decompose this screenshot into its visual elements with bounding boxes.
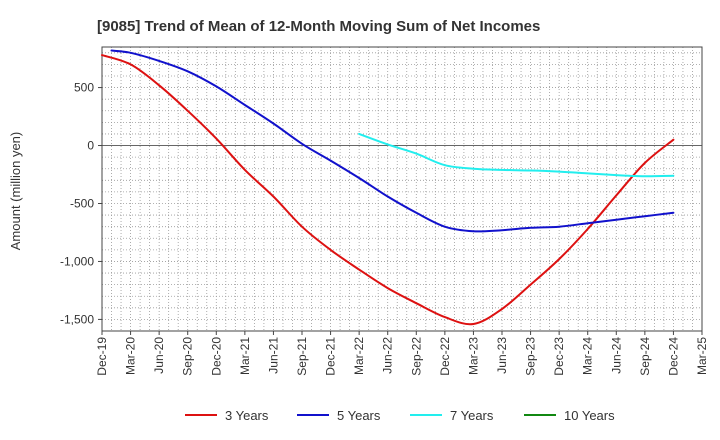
legend-item-7-years: 7 Years [410, 408, 494, 423]
x-tick-label: Mar-24 [581, 337, 595, 375]
series-line-3-years [101, 54, 675, 326]
x-tick-label: Dec-23 [552, 337, 566, 376]
x-tick-label: Dec-21 [324, 337, 338, 376]
x-tick-label: Mar-21 [238, 337, 252, 375]
x-tick-label: Mar-23 [466, 337, 480, 375]
x-tick-label: Dec-20 [209, 337, 223, 376]
plot-background [102, 47, 702, 331]
x-tick-label: Mar-25 [695, 337, 709, 375]
legend-item-3-years: 3 Years [185, 408, 269, 423]
y-tick-label: 0 [87, 139, 94, 153]
legend-item-10-years: 10 Years [524, 408, 615, 423]
legend: 3 Years 5 Years 7 Years 10 Years [185, 408, 615, 423]
chart-title: [9085] Trend of Mean of 12-Month Moving … [97, 18, 540, 35]
series-line-5-years [110, 49, 675, 233]
legend-label: 7 Years [450, 408, 494, 423]
x-tick-label: Jun-24 [609, 337, 623, 374]
y-axis-title: Amount (million yen) [8, 132, 23, 251]
x-tick-label: Sep-22 [409, 337, 423, 376]
legend-label: 10 Years [564, 408, 615, 423]
y-tick-label: -1,000 [60, 254, 94, 268]
x-tick-label: Dec-19 [95, 337, 109, 376]
x-tick-label: Mar-22 [352, 337, 366, 375]
x-tick-label: Sep-23 [524, 337, 538, 376]
plot-frame [101, 46, 703, 332]
x-tick-label: Dec-22 [438, 337, 452, 376]
legend-item-5-years: 5 Years [297, 408, 381, 423]
x-tick-label: Jun-20 [152, 337, 166, 374]
y-tick-label: -500 [70, 196, 94, 210]
x-tick-label: Jun-23 [495, 337, 509, 374]
x-tick-label: Dec-24 [666, 337, 680, 376]
y-tick-label: 500 [74, 81, 94, 95]
x-tick-label: Mar-20 [124, 337, 138, 375]
legend-label: 5 Years [337, 408, 381, 423]
x-tick-label: Sep-21 [295, 337, 309, 376]
series-line-7-years [358, 132, 675, 178]
legend-label: 3 Years [225, 408, 269, 423]
x-tick-label: Sep-20 [181, 337, 195, 376]
x-tick-label: Jun-21 [266, 337, 280, 374]
y-tick-label: -1,500 [60, 312, 94, 326]
x-tick-label: Jun-22 [381, 337, 395, 374]
x-tick-label: Sep-24 [638, 337, 652, 376]
